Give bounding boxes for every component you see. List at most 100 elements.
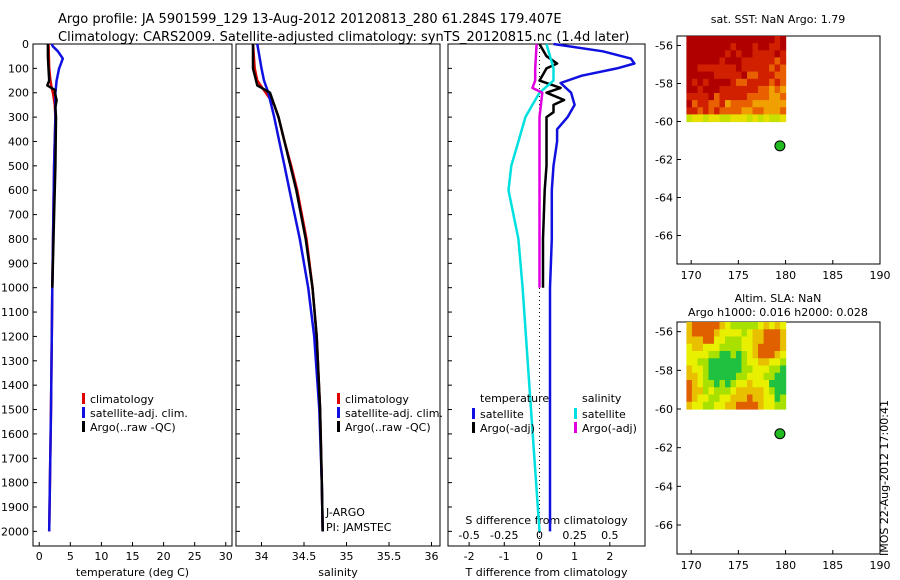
map-cell [758, 107, 765, 115]
map-cell [725, 85, 732, 94]
map-cell [763, 387, 770, 396]
series-line-t-satellite [548, 42, 636, 532]
map-cell [769, 43, 776, 51]
map-cell [686, 372, 693, 381]
map-subtitle-sla: Argo h1000: 0.016 h2000: 0.028 [688, 306, 868, 319]
map-cell [763, 85, 770, 94]
map-cell [703, 78, 710, 87]
map-cell [763, 107, 770, 115]
map-cell [736, 64, 743, 73]
map-cell [730, 100, 737, 108]
map-cell [703, 36, 710, 44]
map-cell [769, 365, 776, 374]
map-cell [725, 401, 732, 410]
map-cell [774, 71, 781, 80]
map-cell [774, 78, 781, 87]
map-cell [686, 85, 693, 94]
map-cell [747, 85, 754, 94]
map-cell [730, 57, 737, 66]
map-cell [691, 57, 698, 66]
map-cell [780, 100, 787, 108]
map-cell [780, 43, 787, 51]
map-cell [769, 343, 776, 352]
map-cell [741, 93, 748, 101]
map-cell [769, 401, 776, 410]
x-tick-label: 10 [94, 550, 108, 563]
map-cell [691, 351, 698, 359]
map-cell [769, 71, 776, 80]
map-cell [703, 343, 710, 352]
map-cell [747, 401, 754, 410]
map-cell [741, 71, 748, 80]
map-cell [774, 93, 781, 101]
map-cell [730, 114, 737, 123]
map-cell [719, 365, 726, 374]
map-cell [697, 57, 704, 66]
map-cell [752, 336, 759, 345]
map-cell [686, 78, 693, 87]
map-cell [747, 380, 754, 388]
map-cell [686, 64, 693, 73]
map-cell [703, 43, 710, 51]
map-cell [691, 64, 698, 73]
map-cell [714, 365, 721, 374]
depth-tick-label: 400 [8, 135, 29, 148]
map-cell [686, 387, 693, 396]
map-cell [758, 114, 765, 123]
map-cell [736, 336, 743, 345]
map-cell [697, 372, 704, 381]
map-y-tick-label: -58 [655, 364, 673, 377]
map-cell [730, 401, 737, 410]
map-y-tick-label: -66 [655, 519, 673, 532]
map-cell [758, 64, 765, 73]
map-cell [769, 329, 776, 338]
map-cell [747, 43, 754, 51]
x-axis-label: salinity [318, 566, 358, 579]
map-cell [774, 329, 781, 338]
map-cell [703, 114, 710, 123]
map-cell [780, 343, 787, 352]
map-cell [708, 114, 715, 123]
map-cell [741, 114, 748, 123]
map-cell [763, 78, 770, 87]
map-cell [736, 358, 743, 367]
map-cell [714, 380, 721, 388]
map-cell [703, 351, 710, 359]
map-cell [686, 329, 693, 338]
map-cell [774, 372, 781, 381]
map-cell [691, 71, 698, 80]
map-cell [719, 71, 726, 80]
map-cell [763, 43, 770, 51]
map-cell [714, 64, 721, 73]
map-cell [697, 380, 704, 388]
map-cell [725, 394, 732, 403]
map-cell [736, 114, 743, 123]
map-cell [686, 358, 693, 367]
map-cell [774, 336, 781, 345]
map-cell [714, 358, 721, 367]
map-cell [774, 100, 781, 108]
map-cell [708, 401, 715, 410]
map-x-tick-label: 170 [681, 559, 702, 572]
x2-tick-label: 0.5 [601, 529, 619, 542]
map-cell [758, 351, 765, 359]
map-cell [774, 50, 781, 58]
map-cell [708, 78, 715, 87]
map-cell [747, 358, 754, 367]
map-cell [763, 36, 770, 44]
map-cell [774, 351, 781, 359]
map-cell [774, 43, 781, 51]
map-cell [719, 64, 726, 73]
map-y-tick-label: -60 [655, 116, 673, 129]
depth-tick-label: 600 [8, 184, 29, 197]
map-cell [703, 57, 710, 66]
map-cell [703, 100, 710, 108]
legend-label: Argo(..raw -QC) [345, 421, 431, 434]
map-cell [758, 93, 765, 101]
map-cell [686, 57, 693, 66]
x2-tick-label: -0.25 [490, 529, 518, 542]
argo-position-marker [774, 140, 786, 152]
map-cell [780, 322, 787, 330]
x2-axis-label: S difference from climatology [465, 514, 628, 527]
map-cell [752, 85, 759, 94]
